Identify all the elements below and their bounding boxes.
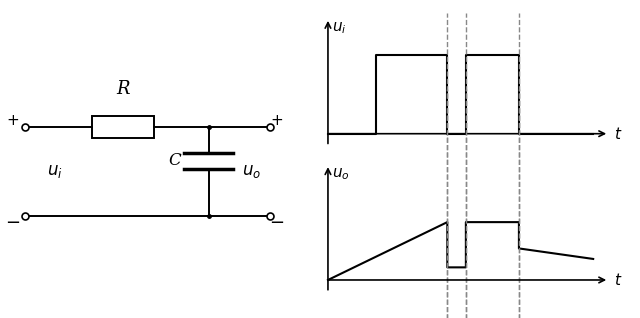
- Text: $t$: $t$: [614, 272, 623, 288]
- Text: $u_i$: $u_i$: [332, 20, 346, 36]
- Text: $u_o$: $u_o$: [332, 166, 349, 182]
- Text: −: −: [269, 214, 284, 232]
- FancyBboxPatch shape: [92, 116, 154, 138]
- Text: +: +: [6, 113, 19, 128]
- Text: R: R: [116, 80, 130, 98]
- Text: +: +: [270, 113, 283, 128]
- Text: −: −: [4, 214, 20, 232]
- Text: $u_i$: $u_i$: [47, 163, 63, 180]
- Text: C: C: [169, 152, 182, 169]
- Text: $u_o$: $u_o$: [243, 163, 262, 180]
- Text: $t$: $t$: [614, 126, 623, 142]
